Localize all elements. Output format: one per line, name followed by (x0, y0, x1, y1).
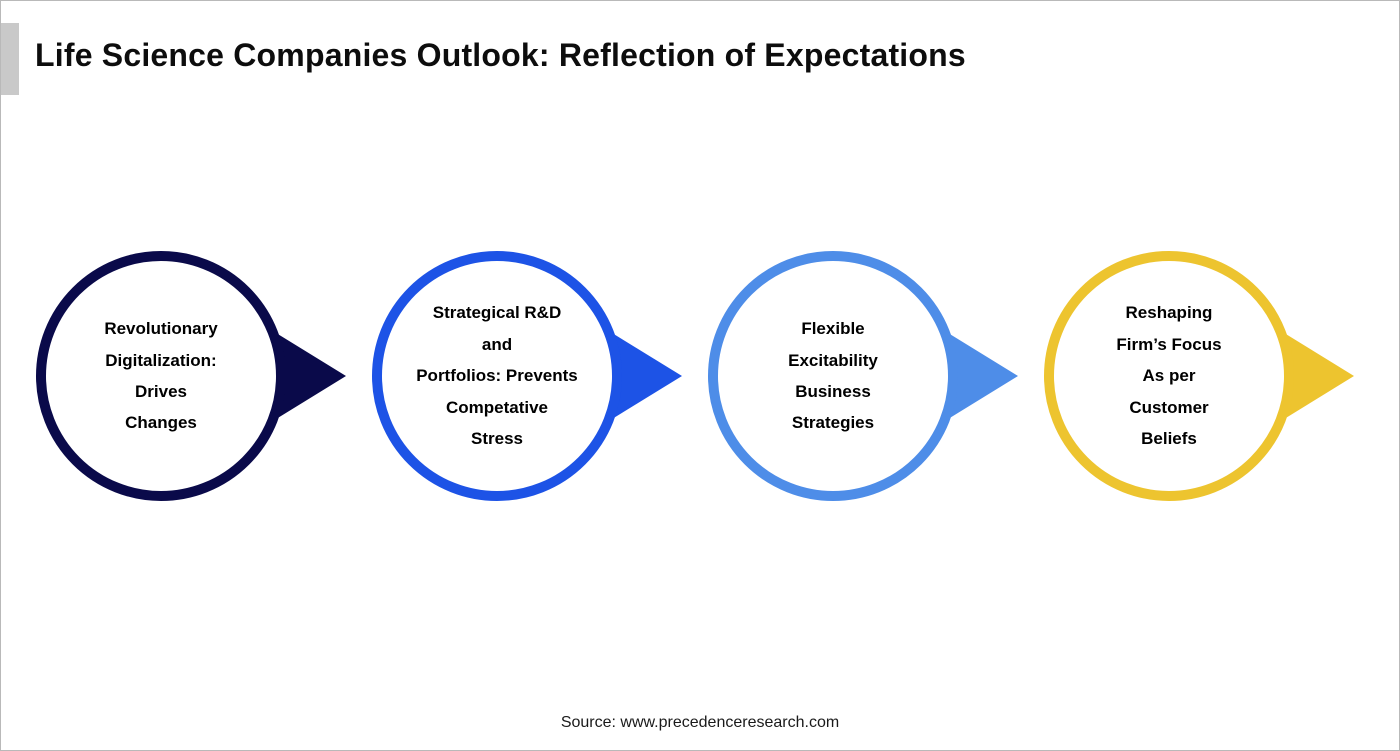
step-label: Flexible Excitability Business Strategie… (788, 319, 878, 433)
step-circle (372, 251, 622, 501)
page-title: Life Science Companies Outlook: Reflecti… (35, 37, 966, 73)
title-accent-bar (1, 23, 19, 95)
step-shape (36, 251, 346, 501)
step-label: Revolutionary Digitalization: Drives Cha… (104, 319, 218, 433)
step-circle (1044, 251, 1294, 501)
process-flow: Revolutionary Digitalization: Drives Cha… (31, 236, 1376, 516)
step-shape (372, 251, 682, 501)
step-label: Strategical R&D and Portfolios: Prevents… (416, 303, 578, 449)
step-circle (708, 251, 958, 501)
process-step-1: Revolutionary Digitalization: Drives Cha… (31, 236, 367, 516)
step-shape (708, 251, 1018, 501)
process-step-4: Reshaping Firm’s Focus As per Customer B… (1039, 236, 1375, 516)
process-step-3: Flexible Excitability Business Strategie… (703, 236, 1039, 516)
step-label: Reshaping Firm’s Focus As per Customer B… (1116, 303, 1222, 449)
step-circle (36, 251, 286, 501)
step-shape (1044, 251, 1354, 501)
process-step-2: Strategical R&D and Portfolios: Prevents… (367, 236, 703, 516)
source-text: Source: www.precedenceresearch.com (560, 714, 840, 731)
